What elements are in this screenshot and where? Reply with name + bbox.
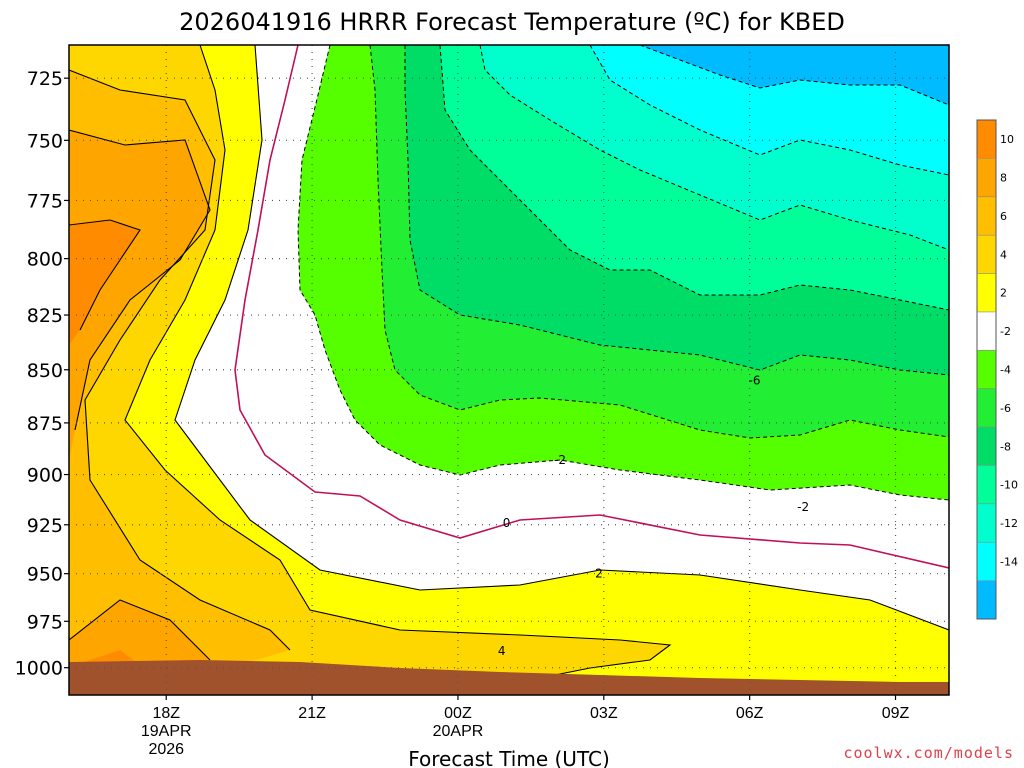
x-tick-label: 2026 [148, 741, 184, 758]
x-tick-label: 18Z [152, 705, 180, 722]
contour-line-plus4 [124, 45, 672, 679]
contour-label: -2 [797, 500, 809, 514]
colorbar-swatch [977, 388, 996, 428]
contour-line-zero [234, 45, 949, 569]
x-tick-label: 03Z [590, 705, 618, 722]
x-axis-title: Forecast Time (UTC) [408, 747, 610, 768]
x-tick-label: 06Z [736, 705, 764, 722]
credit-text: coolwx.com/models [843, 744, 1014, 762]
contour-line-plus8 [69, 129, 211, 661]
colorbar-label: 4 [1000, 248, 1007, 261]
x-tick-label: 20APR [433, 723, 484, 740]
colorbar-label: 2 [1000, 287, 1007, 300]
colorbar-label: -6 [1000, 402, 1011, 415]
contour-line-plus10 [69, 219, 141, 331]
colorbar-label: -10 [1000, 479, 1018, 492]
contour-line-minus12 [589, 45, 949, 176]
x-tick-label: 21Z [298, 705, 326, 722]
contour-label: -2 [554, 453, 566, 467]
colorbar-label: 8 [1000, 172, 1007, 185]
contour-label: 4 [498, 644, 506, 658]
colorbar-swatch [977, 350, 996, 389]
contour-line-minus8 [439, 45, 949, 311]
colorbar-swatch [977, 120, 996, 159]
y-tick-label: 825 [27, 305, 63, 327]
ground-fill [69, 660, 949, 695]
colorbar-swatch [977, 158, 996, 197]
y-tick-label: 875 [27, 413, 63, 435]
colorbar-label: 6 [1000, 210, 1007, 223]
contour-line-minus14 [639, 45, 949, 106]
contour-line-minus2 [297, 45, 949, 501]
colorbar-swatch [977, 465, 996, 504]
y-tick-label: 775 [27, 190, 63, 212]
colorbar-swatch [977, 273, 996, 312]
colorbar-frame [976, 119, 997, 620]
y-tick-label: 800 [27, 249, 63, 271]
x-tick-label: 19APR [141, 723, 192, 740]
x-tick-label: 09Z [882, 705, 910, 722]
contour-label: -6 [749, 374, 761, 388]
colorbar-swatch [977, 542, 996, 581]
colorbar-label: -8 [1000, 440, 1011, 453]
colorbar-swatch [977, 503, 996, 543]
contour-label: 0 [503, 516, 511, 530]
y-tick-label: 850 [27, 360, 63, 382]
fill-plus4 [69, 45, 670, 695]
colorbar-label: -4 [1000, 364, 1011, 377]
y-tick-label: 925 [27, 515, 63, 537]
colorbar-label: -12 [1000, 517, 1018, 530]
contour-line-plus6 [69, 69, 291, 651]
colorbar-label: -14 [1000, 555, 1018, 568]
y-tick-label: 750 [27, 130, 63, 152]
contour-label: 2 [595, 567, 603, 581]
y-tick-label: 725 [27, 68, 63, 90]
y-tick-label: 1000 [15, 658, 63, 680]
contour-line-minus6 [404, 45, 949, 376]
colorbar-swatch [977, 235, 996, 274]
colorbar-label: 10 [1000, 133, 1014, 146]
fill-minus14 [640, 45, 949, 105]
chart-title: 2026041916 HRRR Forecast Temperature (ºC… [179, 8, 845, 36]
colorbar-label: -2 [1000, 325, 1011, 338]
x-tick-label: 00Z [444, 705, 472, 722]
y-tick-label: 975 [27, 611, 63, 633]
colorbar-swatch [977, 196, 996, 236]
colorbar-swatch [977, 427, 996, 466]
colorbar-swatch [977, 580, 996, 619]
fill-plus10 [69, 220, 140, 665]
contour-line-plus2 [174, 45, 949, 631]
y-tick-label: 950 [27, 564, 63, 586]
colorbar-swatch [977, 311, 996, 351]
y-tick-label: 900 [27, 465, 63, 487]
